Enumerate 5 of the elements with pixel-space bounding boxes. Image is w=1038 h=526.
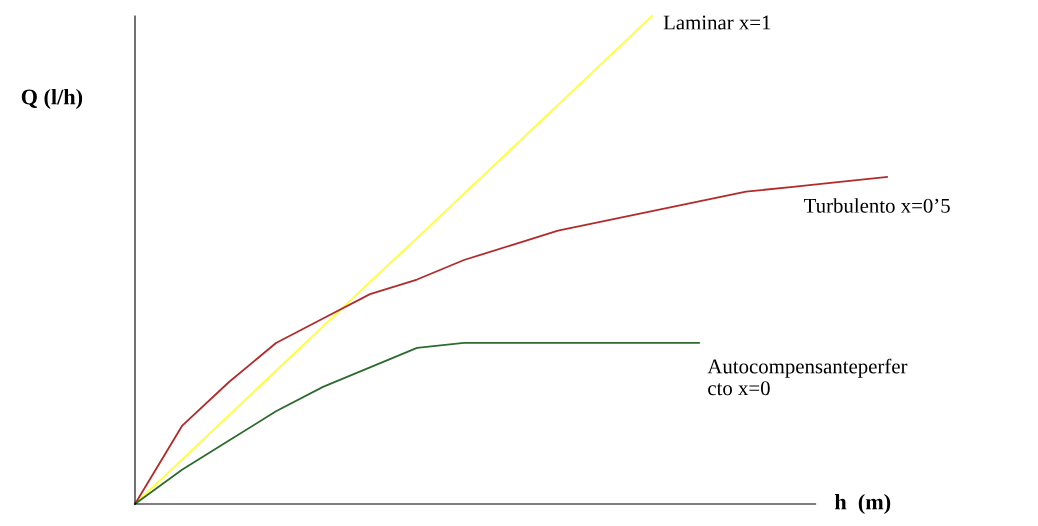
x-axis-title: h (m) [834,493,891,515]
series-label: Turbulento x=0’5 [804,198,950,213]
series-label: Autocompensanteperfer cto x=0 [707,358,908,396]
y-axis-title: Q (l/h) [21,88,83,110]
series-label: Laminar x=1 [663,15,771,30]
